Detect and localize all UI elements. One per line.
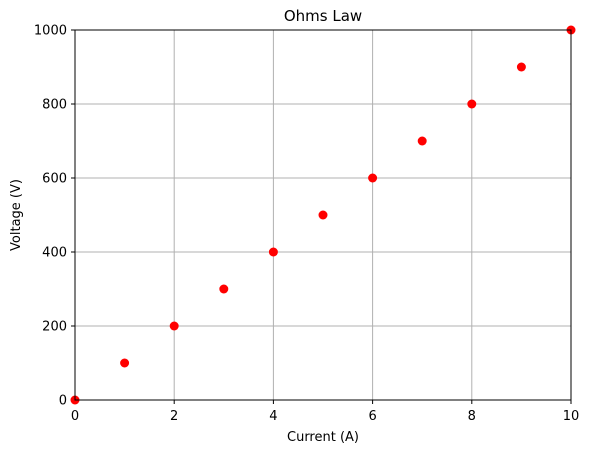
y-axis-label: Voltage (V) (9, 179, 24, 251)
data-point (368, 173, 378, 183)
x-tick-label: 4 (269, 409, 277, 424)
data-point (318, 210, 328, 220)
x-tick-label: 10 (563, 409, 580, 424)
grid-lines (74, 29, 572, 401)
data-points (70, 25, 576, 405)
x-tick-label: 8 (468, 409, 476, 424)
y-tick-label: 400 (42, 246, 67, 261)
data-point (268, 247, 278, 257)
y-tick-label: 600 (42, 172, 67, 187)
x-tick-label: 2 (170, 409, 178, 424)
data-point (516, 62, 526, 72)
y-tick-label: 200 (42, 320, 67, 335)
x-tick-label: 6 (368, 409, 376, 424)
data-point (120, 358, 130, 368)
plot-frame (74, 29, 572, 401)
y-tick-label: 0 (59, 394, 67, 409)
y-tick-label: 1000 (34, 24, 67, 39)
x-tick-label: 0 (71, 409, 79, 424)
y-tick-labels: 0 200 400 600 800 1000 (34, 24, 67, 409)
x-axis-label: Current (A) (287, 430, 359, 445)
x-tick-labels: 0 2 4 6 8 10 (71, 409, 579, 424)
data-point (219, 284, 229, 294)
chart-title: Ohms Law (284, 7, 362, 25)
data-point (417, 136, 427, 146)
y-tick-label: 800 (42, 98, 67, 113)
data-point (467, 99, 477, 109)
data-point (169, 321, 179, 331)
